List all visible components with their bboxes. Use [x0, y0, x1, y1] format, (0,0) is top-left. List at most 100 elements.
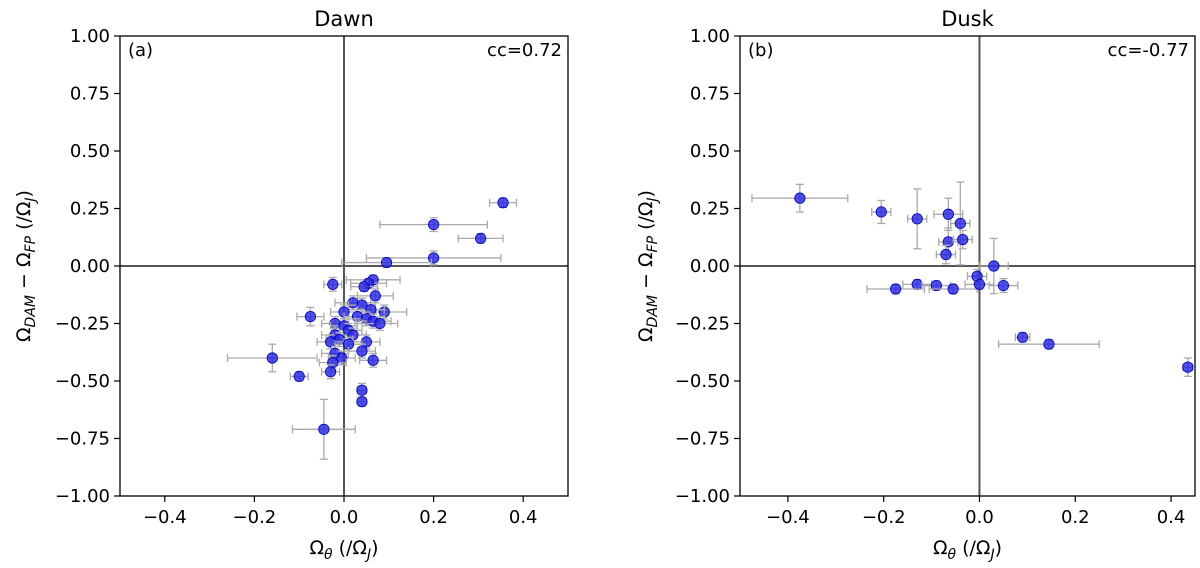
- data-point: [380, 256, 393, 269]
- data-point-group: [997, 338, 1100, 350]
- data-point: [369, 290, 381, 302]
- panel-title: Dusk: [941, 7, 994, 31]
- correlation-annotation: cc=-0.77: [1108, 40, 1189, 61]
- panel-title: Dawn: [314, 7, 374, 31]
- data-point-group: [952, 229, 973, 250]
- x-tick-label: 0.0: [965, 507, 994, 528]
- data-point: [942, 208, 954, 220]
- x-tick-label: 0.0: [330, 507, 359, 528]
- data-point: [997, 279, 1010, 292]
- data-point: [911, 213, 923, 225]
- data-point-group: [356, 288, 394, 304]
- x-axis-label: Ωθ (/ΩJ): [933, 537, 1002, 563]
- y-tick-label: −0.50: [675, 371, 730, 392]
- data-point: [875, 206, 887, 218]
- data-point: [947, 283, 959, 295]
- y-tick-label: 0.25: [70, 199, 110, 220]
- data-point-group: [291, 398, 356, 460]
- data-point-group: [356, 396, 368, 408]
- y-tick-label: 0.75: [690, 84, 730, 105]
- data-point-group: [320, 364, 341, 380]
- data-point: [890, 283, 902, 295]
- data-point: [324, 366, 337, 378]
- y-tick-label: −0.75: [675, 429, 730, 450]
- y-tick-label: 1.00: [690, 26, 730, 47]
- data-point: [356, 384, 368, 396]
- data-point: [304, 310, 316, 323]
- y-tick-label: 0.00: [690, 256, 730, 277]
- data-point-group: [906, 188, 928, 250]
- panel-dusk: −0.4 −0.2 0.0 0.2 0.4 −1.00 −0.75 −0.50 −0.25 0.0…: [635, 7, 1196, 563]
- data-point: [988, 260, 1000, 272]
- y-tick-label: 0.25: [690, 199, 730, 220]
- data-point: [1016, 331, 1029, 343]
- x-tick-label: −0.2: [862, 507, 906, 528]
- data-point: [497, 197, 509, 209]
- y-tick-label: −0.25: [675, 314, 730, 335]
- data-point-group: [988, 277, 1019, 294]
- y-tick-label: −0.75: [55, 429, 110, 450]
- data-point: [356, 345, 368, 357]
- y-axis-label: ΩDAM − ΩFP (/ΩJ): [635, 190, 661, 342]
- y-tick-label: 0.50: [70, 141, 110, 162]
- data-point-group: [902, 278, 933, 290]
- data-point: [954, 217, 966, 230]
- data-point-group: [379, 217, 489, 233]
- data-point-group: [226, 343, 318, 373]
- data-point: [327, 356, 339, 369]
- data-point: [940, 248, 952, 261]
- data-point: [911, 278, 923, 290]
- data-point: [293, 370, 305, 382]
- data-point: [318, 423, 330, 435]
- data-point: [356, 396, 368, 408]
- y-axis-label: ΩDAM − ΩFP (/ΩJ): [13, 190, 39, 342]
- data-point-group: [488, 197, 518, 209]
- data-point-group: [341, 256, 433, 269]
- correlation-annotation: cc=0.72: [487, 40, 562, 61]
- y-tick-label: 1.00: [70, 26, 110, 47]
- x-tick-label: 0.4: [509, 507, 538, 528]
- panel-dawn: −0.4 −0.2 0.0 0.2 0.4 −1.00 −0.75 −0.50 −0.25 0.0…: [13, 7, 569, 563]
- data-point-group: [359, 352, 388, 368]
- y-tick-label: −1.00: [55, 486, 110, 507]
- data-point-group: [323, 276, 343, 292]
- data-point: [358, 281, 370, 293]
- data-point: [324, 336, 337, 348]
- data-point-group: [933, 197, 964, 232]
- data-point-group: [350, 281, 379, 293]
- data-point-group: [950, 181, 971, 266]
- panel-label: (b): [748, 40, 773, 61]
- data-point: [973, 278, 986, 290]
- data-point: [1043, 338, 1055, 350]
- data-point-group: [751, 183, 849, 213]
- x-axis-label: Ωθ (/ΩJ): [309, 537, 378, 563]
- data-point: [930, 279, 942, 292]
- data-point-group: [935, 244, 957, 265]
- data-point-group: [296, 306, 325, 327]
- x-tick-label: −0.4: [143, 507, 187, 528]
- x-tick-label: −0.2: [233, 507, 277, 528]
- y-tick-label: −0.50: [55, 371, 110, 392]
- data-point-group: [329, 304, 359, 320]
- data-point: [475, 232, 487, 244]
- y-tick-label: 0.00: [70, 256, 110, 277]
- data-point-group: [457, 232, 504, 244]
- data-point: [1182, 361, 1194, 373]
- data-point: [957, 233, 969, 246]
- y-tick-label: 0.50: [690, 141, 730, 162]
- data-point: [367, 354, 379, 366]
- x-tick-label: 0.4: [1157, 507, 1186, 528]
- data-point-group: [289, 370, 309, 382]
- panel-label: (a): [128, 40, 153, 61]
- data-point-group: [871, 199, 892, 225]
- data-point-group: [356, 382, 368, 398]
- x-tick-label: 0.2: [1061, 507, 1090, 528]
- data-point-group: [921, 279, 952, 292]
- data-point-group: [866, 283, 926, 295]
- data-point: [266, 352, 278, 364]
- data-point-group: [361, 315, 399, 332]
- data-point: [327, 278, 339, 290]
- data-point-group: [1014, 331, 1031, 343]
- x-tick-label: −0.4: [766, 507, 810, 528]
